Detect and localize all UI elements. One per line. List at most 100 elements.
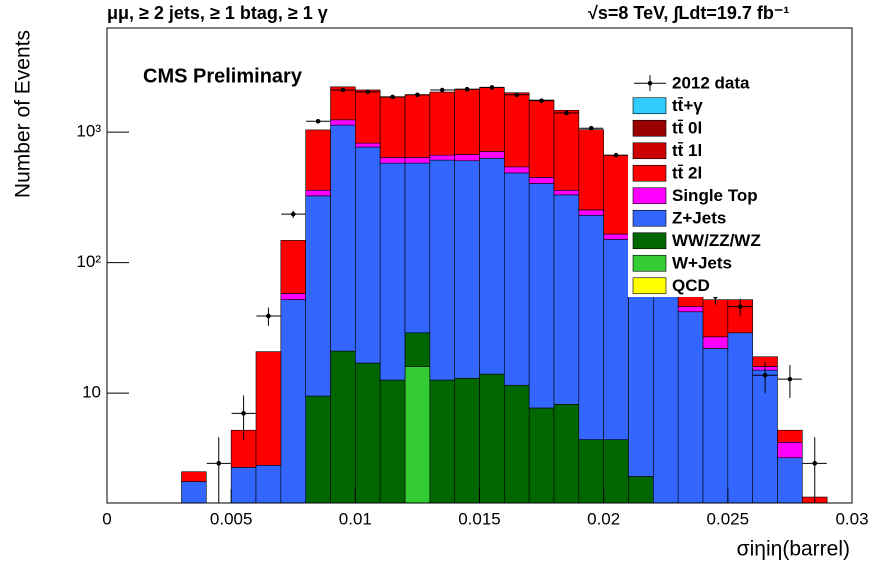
data-point <box>464 86 470 92</box>
histogram-bar <box>181 481 207 504</box>
data-point <box>266 313 271 319</box>
histogram-bar <box>330 119 356 126</box>
histogram-bar <box>628 476 654 504</box>
chart-title: μμ, ≥ 2 jets, ≥ 1 btag, ≥ 1 γ <box>107 3 328 23</box>
histogram-bar <box>355 89 381 144</box>
chart-subtitle: √s=8 TeV, ∫Ldt=19.7 fb⁻¹ <box>588 3 789 23</box>
data-point <box>489 85 495 90</box>
histogram-bar <box>379 379 406 504</box>
legend-swatch <box>632 97 667 115</box>
legend-swatch <box>632 187 667 205</box>
x-tick-label: 0.01 <box>339 509 372 528</box>
data-point <box>315 118 321 124</box>
x-axis-label: σiηiη(barrel) <box>737 538 850 561</box>
histogram-bar <box>330 350 356 504</box>
data-point <box>390 94 395 100</box>
y-tick-label: 10³ <box>76 122 101 141</box>
legend-label: W+Jets <box>672 254 732 273</box>
legend-swatch <box>632 232 667 250</box>
legend-label: QCD <box>672 276 710 295</box>
histogram-bar <box>404 366 431 504</box>
histogram-bar <box>677 311 704 504</box>
histogram-bar <box>454 154 480 162</box>
histogram-bar <box>429 379 455 504</box>
legend-swatch <box>632 142 667 160</box>
annotation: CMS Preliminary <box>143 65 303 87</box>
histogram-bar <box>653 278 679 504</box>
histogram-bar <box>379 162 406 381</box>
histogram-bar <box>230 467 257 504</box>
x-tick-label: 0.02 <box>587 509 620 528</box>
histogram-bar <box>305 395 331 504</box>
histogram-bar <box>777 429 803 443</box>
histogram-bar <box>404 94 431 158</box>
histogram-bar <box>553 404 580 504</box>
data-point <box>613 152 619 158</box>
histogram-bar <box>181 471 207 482</box>
x-tick-label: 0 <box>102 509 111 528</box>
histogram-bar <box>702 299 729 338</box>
histogram-bar <box>255 351 282 466</box>
histogram-bar <box>330 124 356 352</box>
histogram-bar <box>280 240 306 294</box>
histogram-bar <box>280 293 306 300</box>
histogram-bar <box>355 146 381 364</box>
y-axis-label: Number of Events <box>12 30 35 198</box>
histogram-bar <box>429 159 455 381</box>
y-tick-label: 10 <box>82 383 101 402</box>
histogram-bar <box>479 151 505 159</box>
x-tick-label: 0.005 <box>210 509 253 528</box>
data-point <box>340 87 346 93</box>
histogram-bar <box>379 96 406 158</box>
histogram-bar <box>702 336 729 349</box>
x-tick-label: 0.03 <box>835 509 868 528</box>
legend-swatch <box>632 209 667 227</box>
histogram-bar <box>504 172 530 386</box>
histogram-bar <box>479 373 505 504</box>
histogram-bar <box>479 157 505 375</box>
data-point <box>737 304 743 309</box>
data-point <box>812 461 818 466</box>
legend-marker <box>647 80 653 86</box>
data-point <box>415 92 420 98</box>
histogram-bar <box>454 88 480 155</box>
histogram-bar <box>479 87 505 152</box>
histogram-bar <box>404 162 431 334</box>
histogram-bar <box>404 332 431 367</box>
data-point <box>539 98 544 103</box>
data-point <box>588 125 594 131</box>
x-tick-label: 0.015 <box>458 509 501 528</box>
histogram-bar <box>603 239 629 440</box>
data-point <box>241 411 246 416</box>
legend-label: tt̄+γ <box>672 96 703 115</box>
histogram-bar <box>528 183 555 409</box>
histogram-bar <box>305 189 331 197</box>
histogram-bar <box>404 157 431 164</box>
data-point <box>290 211 296 217</box>
legend-label: Z+Jets <box>672 209 726 228</box>
histogram-bar <box>330 86 356 121</box>
legend-label: WW/ZZ/WZ <box>672 231 761 250</box>
histogram-bar <box>454 377 480 504</box>
plot-area: 0 0.005 0.01 0.015 0.02 0.025 0.03 10 10² 10³ 2012… <box>76 27 869 528</box>
data-point <box>365 89 371 95</box>
histogram-bar <box>702 348 729 504</box>
data-point <box>439 87 445 93</box>
histogram-bar <box>553 109 580 191</box>
histogram-bar <box>429 91 455 156</box>
histogram-bar <box>603 439 629 504</box>
data-point <box>564 110 569 116</box>
data-point <box>514 92 520 98</box>
histogram-bar <box>504 92 530 168</box>
histogram-bar <box>578 214 604 440</box>
histogram-bar <box>528 99 555 178</box>
histogram-bar <box>777 457 803 504</box>
histogram-bar <box>553 194 580 405</box>
histogram-bar <box>255 465 282 504</box>
legend-swatch <box>632 277 667 295</box>
histogram-bar <box>603 154 629 235</box>
histogram-bar <box>603 233 629 240</box>
histogram-bar <box>429 154 455 161</box>
histogram-bar <box>355 142 381 148</box>
